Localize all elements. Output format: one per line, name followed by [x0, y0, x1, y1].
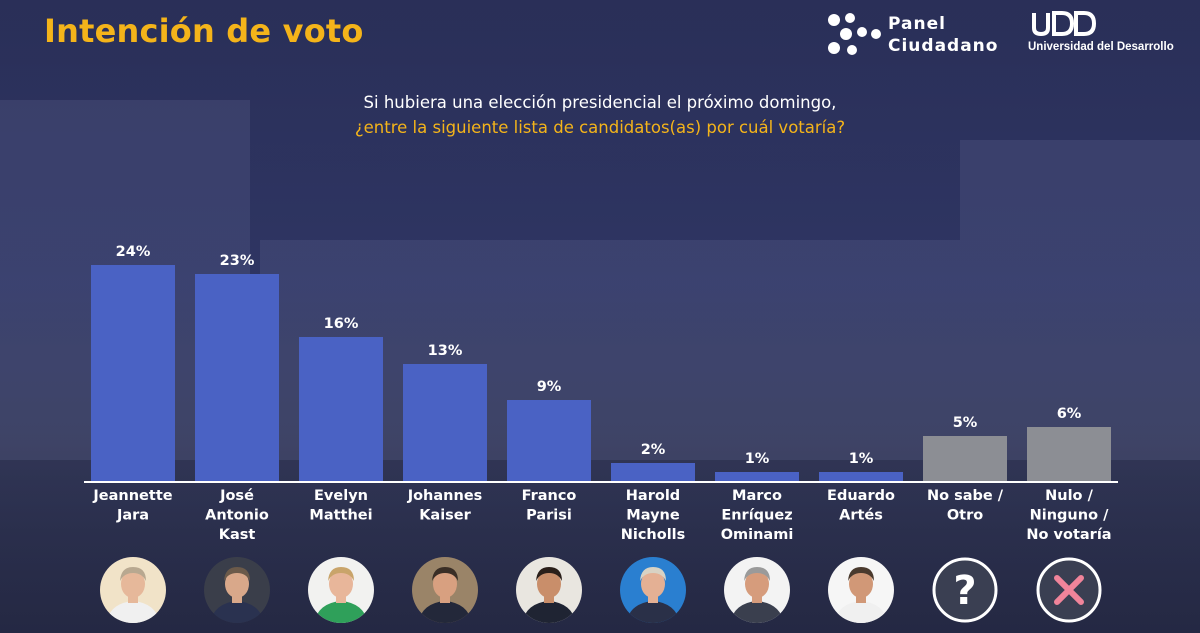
candidate-portrait-0 — [100, 557, 166, 623]
candidate-portrait-4 — [516, 557, 582, 623]
bar-4 — [507, 400, 591, 481]
bar-value-label-7: 1% — [849, 451, 874, 467]
bar-8 — [923, 436, 1007, 481]
bar-2 — [299, 337, 383, 481]
question-mark-icon: ? — [932, 557, 998, 623]
category-label-7: Eduardo Artés — [827, 488, 895, 524]
cross-mark-icon — [1036, 557, 1102, 623]
question-line-1: Si hubiera una elección presidencial el … — [363, 93, 837, 112]
portrait-icon — [412, 557, 478, 623]
candidate-portrait-6 — [724, 557, 790, 623]
category-label-1: José Antonio Kast — [205, 488, 269, 543]
candidate-portrait-7 — [828, 557, 894, 623]
category-label-6: Marco Enríquez Ominami — [721, 488, 794, 543]
portrait-icon — [308, 557, 374, 623]
portrait-icon — [828, 557, 894, 623]
candidate-portrait-2 — [308, 557, 374, 623]
category-label-0: Jeannette Jara — [92, 488, 172, 524]
category-label-8: No sabe / Otro — [927, 488, 1004, 524]
bar-value-label-2: 16% — [324, 316, 359, 332]
category-label-4: Franco Parisi — [522, 488, 577, 524]
cross-mark-icon — [1036, 557, 1102, 623]
portrait-icon — [100, 557, 166, 623]
bar-6 — [715, 472, 799, 481]
bar-value-label-1: 23% — [220, 253, 255, 269]
panel-logo-line-2: Ciudadano — [888, 36, 999, 56]
category-label-5: Harold Mayne Nicholls — [621, 488, 686, 543]
udd-mark-icon — [1032, 11, 1097, 37]
page-title: Intención de voto — [44, 12, 364, 50]
udd-logo: Universidad del Desarrollo — [1028, 10, 1178, 53]
portrait-icon — [724, 557, 790, 623]
panel-ciudadano-logo: Panel Ciudadano — [826, 10, 997, 62]
candidate-portrait-1 — [204, 557, 270, 623]
category-label-9: Nulo / Ninguno / No votaría — [1026, 488, 1111, 543]
panel-dots-icon — [828, 13, 881, 55]
bar-5 — [611, 463, 695, 481]
bar-3 — [403, 364, 487, 481]
question-mark-icon: ? — [932, 557, 998, 623]
candidate-portrait-3 — [412, 557, 478, 623]
bar-value-label-0: 24% — [116, 244, 151, 260]
portrait-icon — [204, 557, 270, 623]
udd-logo-name: Universidad del Desarrollo — [1028, 41, 1174, 53]
panel-logo-line-1: Panel — [888, 14, 946, 34]
svg-text:?: ? — [953, 568, 976, 614]
bar-9 — [1027, 427, 1111, 481]
bar-value-label-4: 9% — [537, 379, 562, 395]
bar-value-label-3: 13% — [428, 343, 463, 359]
bar-value-label-9: 6% — [1057, 406, 1082, 422]
bar-value-label-8: 5% — [953, 415, 978, 431]
question-line-2: ¿entre la siguiente lista de candidatos(… — [354, 118, 846, 137]
bar-7 — [819, 472, 903, 481]
bar-0 — [91, 265, 175, 481]
portrait-icon — [516, 557, 582, 623]
bar-value-label-6: 1% — [745, 451, 770, 467]
category-label-3: Johannes Kaiser — [407, 488, 483, 524]
bar-1 — [195, 274, 279, 481]
bar-value-label-5: 2% — [641, 442, 666, 458]
candidate-portrait-5 — [620, 557, 686, 623]
category-label-2: Evelyn Matthei — [309, 488, 372, 524]
portrait-icon — [620, 557, 686, 623]
